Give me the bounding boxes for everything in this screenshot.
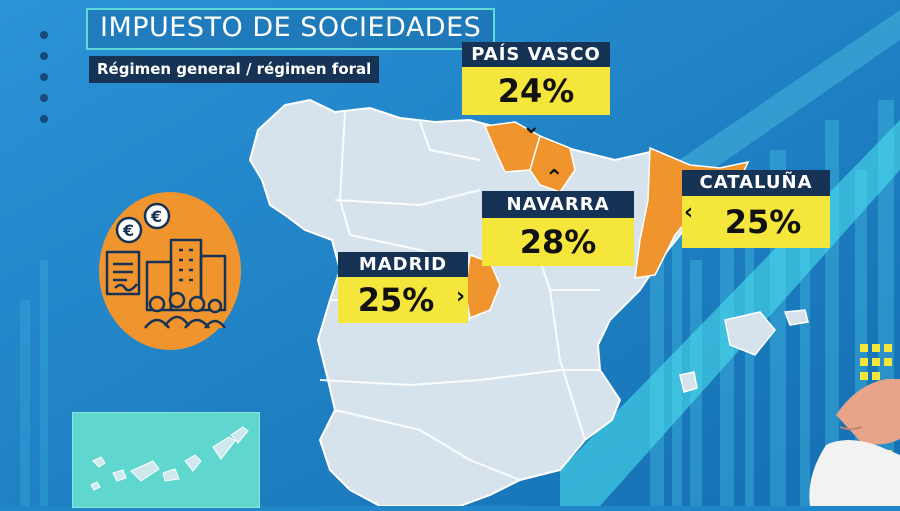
region-rate: 25% [682,196,830,248]
region-name: NAVARRA [482,191,634,218]
region-name: CATALUÑA [682,170,830,196]
office-building-icon [145,238,227,312]
region-rate: 28% [482,218,634,266]
pointer-pais-vasco: ⌄ [522,114,541,139]
page-title: IMPUESTO DE SOCIEDADES [86,8,496,50]
label-cataluna: CATALUÑA 25% [682,170,830,248]
region-rate: 25% [338,277,468,323]
presenter-hand [809,379,900,506]
pointer-cataluna: ‹ [684,200,694,225]
label-navarra: NAVARRA 28% [482,191,634,266]
page-subtitle: Régimen general / régimen foral [89,56,380,83]
region-name: PAÍS VASCO [462,42,610,67]
canary-islands-map [90,426,249,491]
svg-text:€: € [150,207,162,226]
balearic-islands [679,309,809,393]
label-pais-vasco: PAÍS VASCO 24% [462,42,610,115]
region-rate: 24% [462,67,610,115]
label-madrid: MADRID 25% [338,252,468,323]
corporate-tax-icon: € € [99,192,241,350]
region-name: MADRID [338,252,468,277]
euro-coin-icon: € € [115,202,171,244]
people-group-icon [144,291,227,329]
canary-islands-inset [72,412,260,508]
pointer-madrid: › [456,284,466,309]
svg-text:€: € [122,221,134,240]
pointer-navarra: ⌃ [545,166,564,191]
decorative-dots [40,31,50,136]
document-signature-icon [105,250,141,296]
